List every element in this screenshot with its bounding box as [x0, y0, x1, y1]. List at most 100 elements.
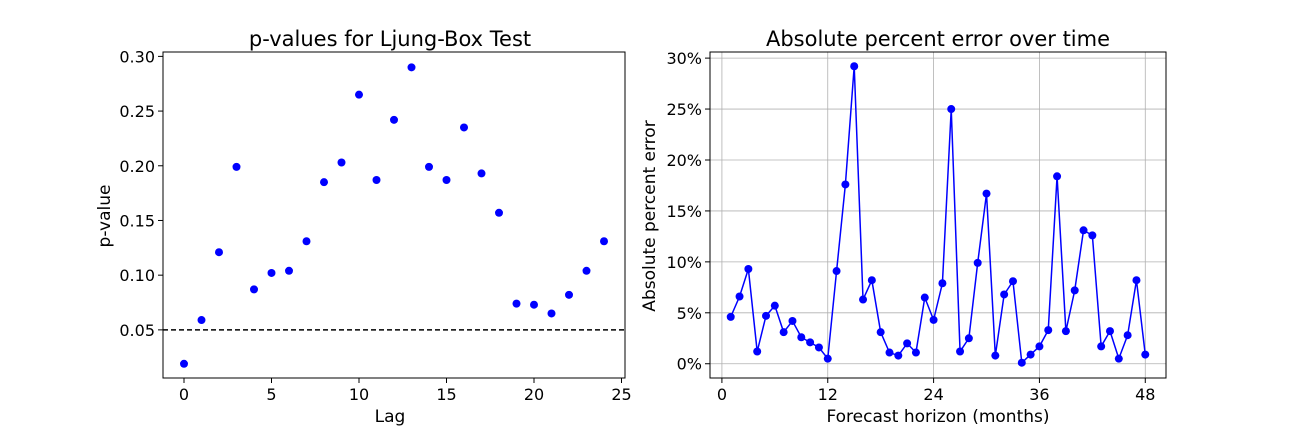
- data-point: [814, 343, 823, 352]
- data-point: [753, 347, 762, 356]
- pvalue-y-axis-label: p-value: [95, 185, 115, 248]
- data-point: [547, 309, 556, 318]
- data-point: [991, 351, 1000, 360]
- x-tick-label: 12: [818, 385, 838, 404]
- data-point: [823, 354, 832, 363]
- data-point: [1026, 350, 1035, 359]
- data-point: [355, 90, 363, 99]
- data-point: [911, 348, 920, 357]
- data-point: [1008, 277, 1017, 286]
- y-tick-label: 10%: [666, 253, 702, 272]
- data-point: [232, 162, 241, 171]
- ape-grid: [710, 52, 1166, 378]
- data-point: [982, 189, 991, 198]
- ape-y-axis-label: Absolute percent error: [640, 120, 660, 311]
- x-tick-label: 36: [1029, 385, 1049, 404]
- x-tick-label: 0: [179, 385, 189, 404]
- data-point: [250, 285, 258, 294]
- ape-chart: Absolute percent error over time Forecas…: [640, 27, 1167, 427]
- y-tick-label: 0.05: [119, 321, 155, 340]
- y-tick-label: 0.30: [119, 47, 155, 66]
- data-point: [460, 123, 468, 132]
- data-point: [302, 237, 311, 246]
- data-point: [1088, 231, 1097, 240]
- data-point: [859, 295, 868, 304]
- data-point: [885, 348, 894, 357]
- data-point: [894, 351, 903, 360]
- y-tick-label: 0.15: [119, 211, 155, 230]
- y-tick-label: 0.20: [119, 157, 155, 176]
- data-point: [1123, 331, 1132, 340]
- data-point: [1000, 290, 1009, 299]
- data-point: [973, 258, 982, 267]
- data-point: [850, 62, 859, 71]
- data-point: [779, 328, 788, 337]
- data-point: [337, 158, 346, 167]
- data-point: [197, 316, 206, 325]
- data-point: [1070, 286, 1079, 295]
- data-point: [1132, 276, 1141, 285]
- data-point: [735, 292, 744, 301]
- data-point: [867, 276, 876, 285]
- ape-series: [726, 62, 1150, 367]
- y-tick-label: 30%: [666, 49, 702, 68]
- x-tick-label: 48: [1135, 385, 1155, 404]
- y-tick-label: 15%: [666, 202, 702, 221]
- pvalue-points: [163, 63, 625, 368]
- data-point: [1017, 358, 1026, 367]
- y-tick-label: 0%: [677, 355, 702, 374]
- data-point: [788, 316, 797, 325]
- x-tick-label: 0: [717, 385, 727, 404]
- data-point: [938, 279, 947, 288]
- data-point: [806, 338, 815, 347]
- data-point: [215, 248, 223, 257]
- data-point: [929, 315, 938, 324]
- ape-ticks: 0 12 24 36 48 0% 5% 10% 15% 20% 25% 30%: [666, 49, 1155, 404]
- y-tick-label: 0.25: [119, 102, 155, 121]
- data-point: [1044, 326, 1053, 335]
- data-point: [920, 293, 929, 302]
- data-point: [442, 175, 451, 184]
- data-point: [180, 359, 188, 368]
- x-tick-label: 20: [524, 385, 544, 404]
- pvalue-chart: p-values for Ljung-Box Test Lag p-value …: [95, 27, 632, 427]
- data-point: [495, 208, 503, 217]
- data-point: [390, 115, 398, 124]
- data-point: [876, 328, 885, 337]
- x-tick-label: 15: [436, 385, 456, 404]
- data-point: [565, 290, 573, 299]
- x-tick-label: 25: [611, 385, 631, 404]
- data-point: [1141, 350, 1150, 359]
- data-point: [762, 311, 771, 320]
- data-point: [372, 175, 381, 184]
- data-point: [1035, 342, 1044, 351]
- data-point: [956, 347, 965, 356]
- data-point: [797, 333, 806, 342]
- ape-plot-frame: [709, 51, 1167, 379]
- data-point: [744, 264, 753, 273]
- data-point: [320, 178, 328, 187]
- ape-chart-title: Absolute percent error over time: [766, 27, 1110, 51]
- data-point: [1061, 327, 1070, 336]
- data-point: [832, 267, 841, 276]
- data-point: [903, 339, 912, 348]
- data-point: [512, 299, 521, 308]
- pvalue-chart-title: p-values for Ljung-Box Test: [249, 27, 531, 51]
- y-tick-label: 0.10: [119, 266, 155, 285]
- y-tick-label: 20%: [666, 151, 702, 170]
- data-point: [1097, 342, 1106, 351]
- data-point: [1105, 327, 1114, 336]
- data-point: [1079, 226, 1088, 235]
- pvalue-x-axis-label: Lag: [375, 407, 406, 427]
- x-tick-label: 5: [266, 385, 276, 404]
- data-point: [477, 169, 486, 178]
- data-point: [600, 237, 608, 246]
- data-point: [425, 162, 433, 171]
- x-tick-label: 24: [923, 385, 943, 404]
- data-point: [530, 300, 538, 309]
- data-point: [285, 266, 293, 275]
- data-point: [582, 266, 591, 275]
- ape-x-axis-label: Forecast horizon (months): [826, 407, 1049, 427]
